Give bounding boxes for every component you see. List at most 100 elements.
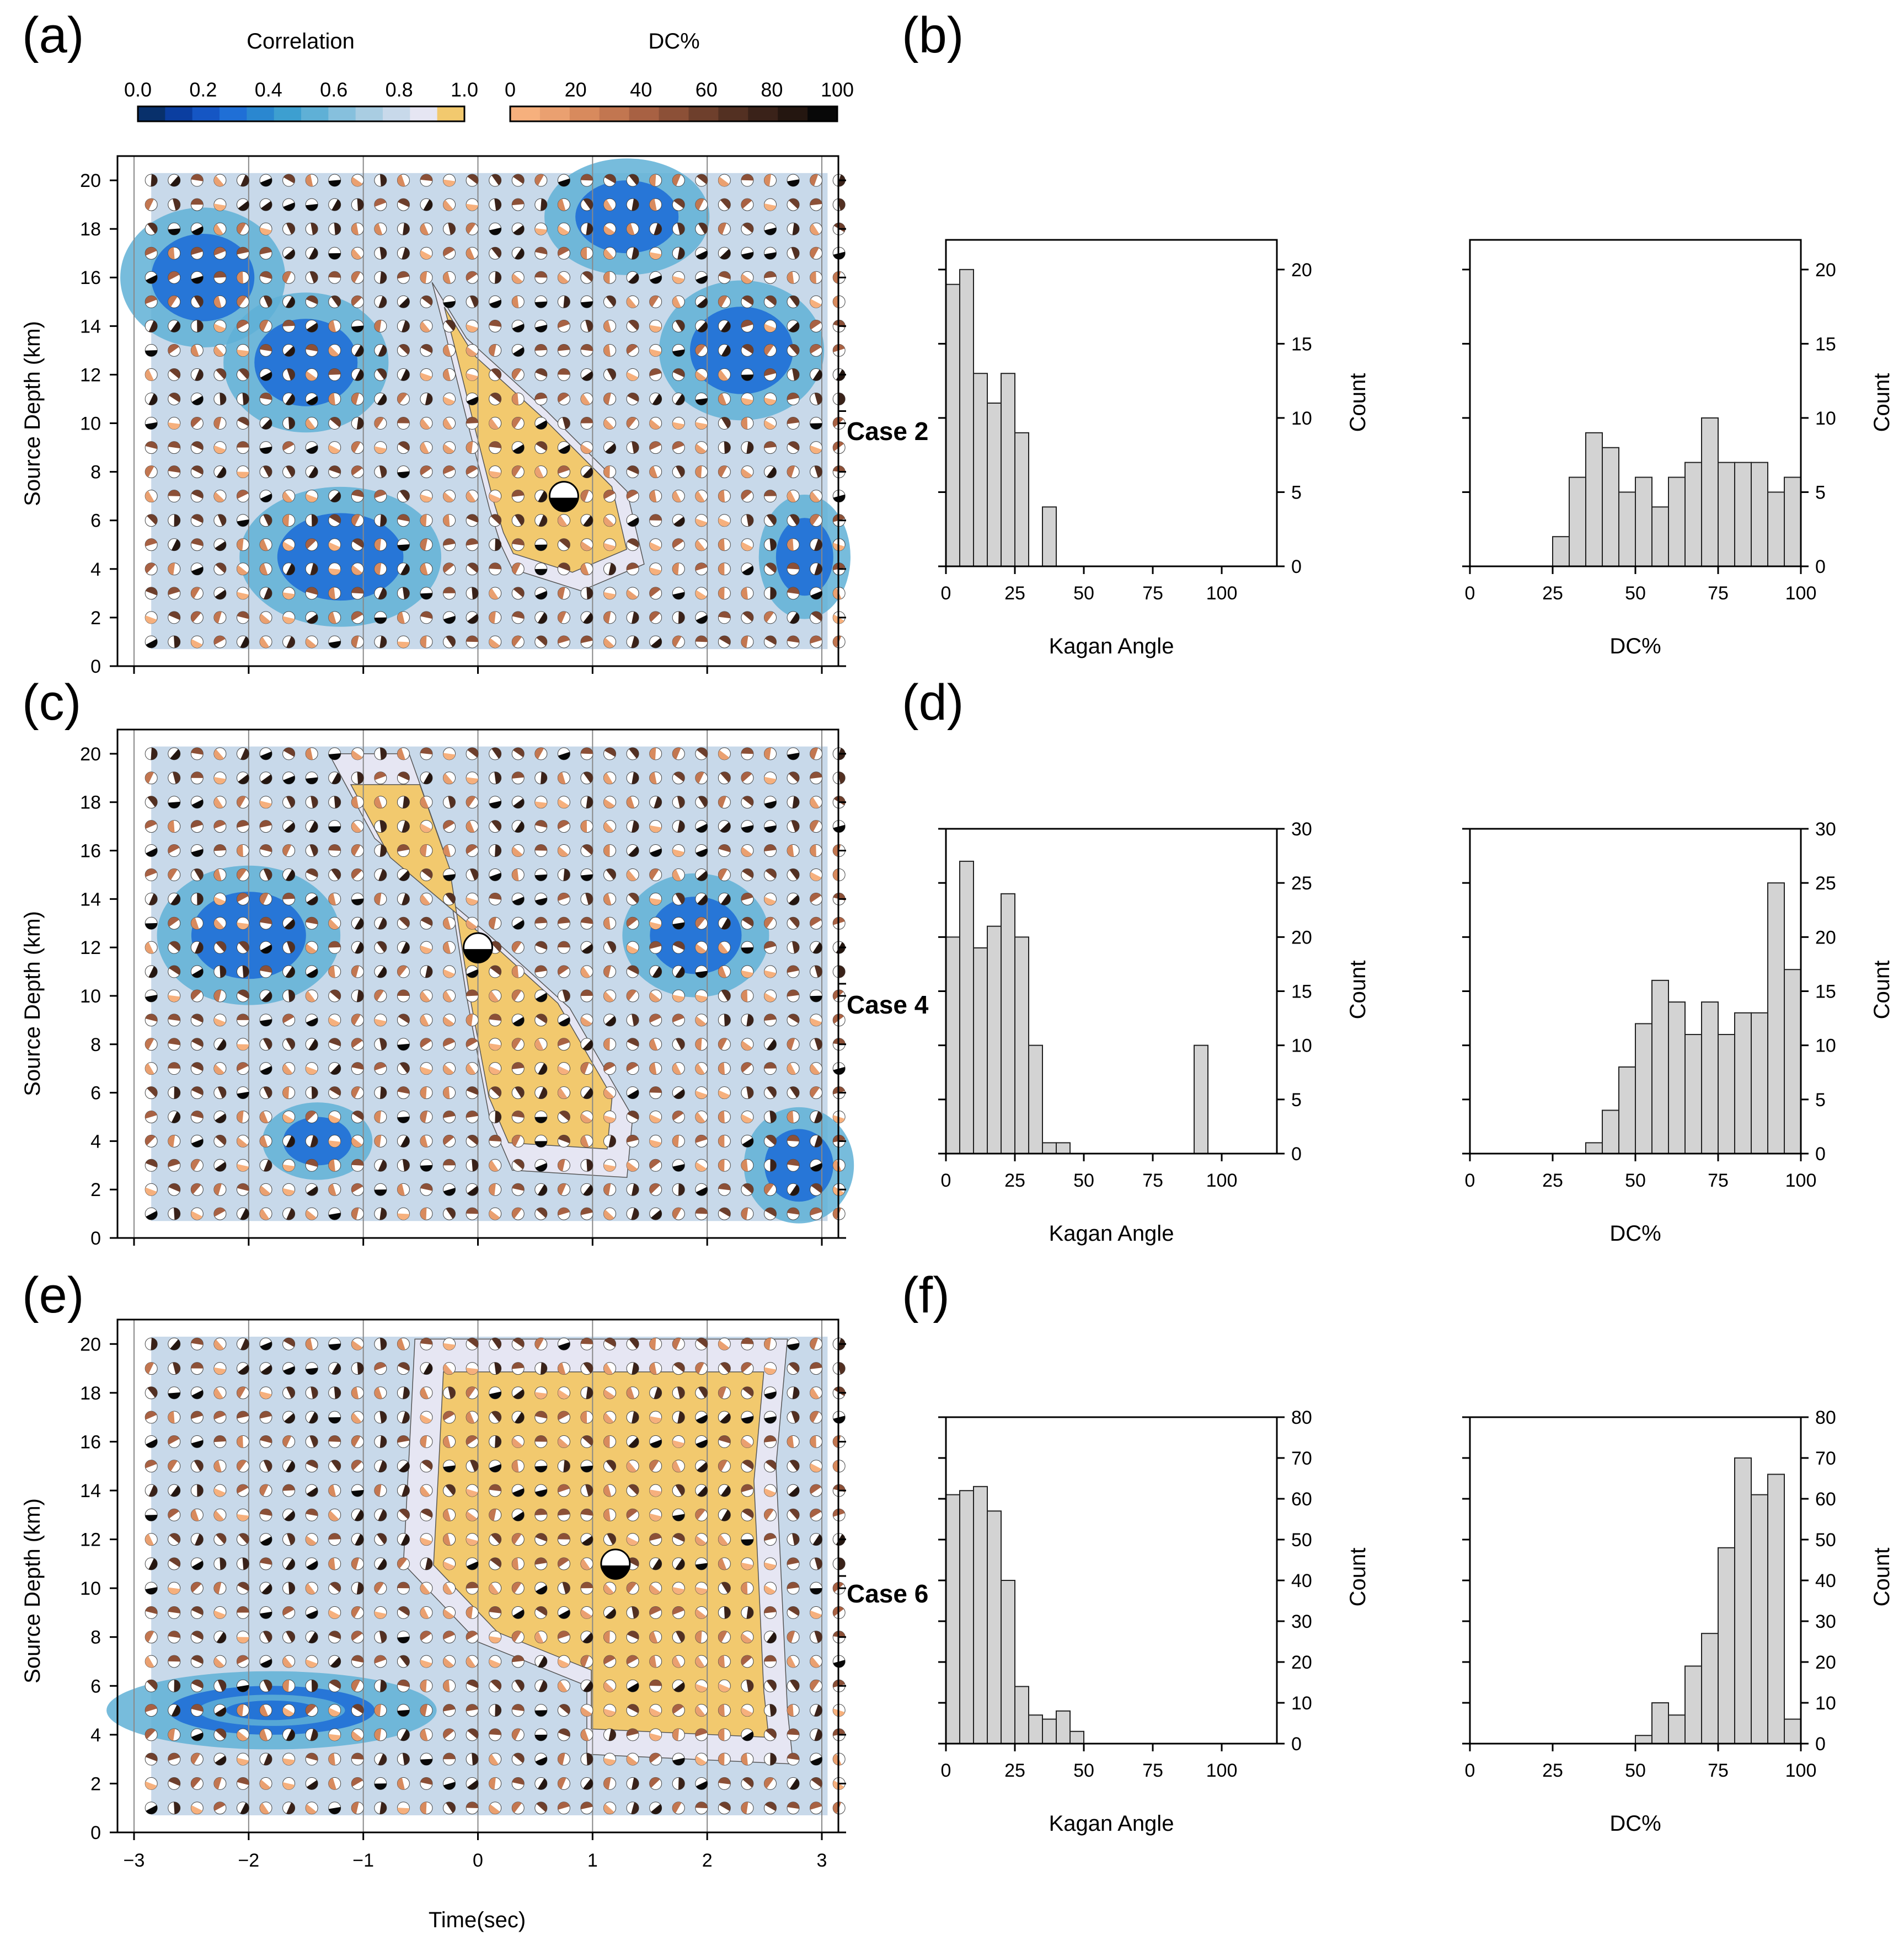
beachball-compression xyxy=(191,1561,204,1570)
beachball-compression xyxy=(672,1587,685,1595)
beachball-compression xyxy=(378,1460,387,1472)
beachball-compression xyxy=(741,320,753,328)
beachball-compression xyxy=(767,1680,777,1691)
beachball-compression xyxy=(789,296,800,307)
beachball-compression xyxy=(191,1390,204,1399)
y-tick-label: 50 xyxy=(1815,1530,1836,1551)
histogram-bar xyxy=(1684,462,1702,567)
y-tick-label: 20 xyxy=(1291,927,1312,948)
histogram-bar xyxy=(973,947,988,1154)
beachball-compression xyxy=(379,271,387,284)
beachball-compression xyxy=(420,1486,430,1497)
y-tick-label: 10 xyxy=(80,986,101,1007)
histogram-bar xyxy=(1552,536,1570,567)
beachball-compression xyxy=(466,271,478,281)
beachball-compression xyxy=(402,1159,410,1172)
beachball-compression xyxy=(838,393,846,405)
y-tick-label: 20 xyxy=(1815,1652,1836,1673)
beachball-compression xyxy=(306,1704,317,1715)
beachball-compression xyxy=(328,1159,335,1172)
beachball-compression xyxy=(695,1563,708,1570)
beachball-compression xyxy=(787,1753,800,1760)
beachball-compression xyxy=(191,1139,204,1148)
beachball-compression xyxy=(654,1387,662,1399)
beachball-compression xyxy=(810,1680,820,1691)
beachball-compression xyxy=(168,1777,180,1786)
beachball-compression xyxy=(651,637,662,648)
beachball-compression xyxy=(677,820,685,833)
beachball-compression xyxy=(696,615,708,624)
beachball-compression xyxy=(306,344,318,352)
beachball-compression xyxy=(306,323,318,333)
beachball-compression xyxy=(718,1558,727,1570)
beachball-compression xyxy=(580,1729,589,1741)
beachball-compression xyxy=(649,1631,658,1643)
beachball-compression xyxy=(580,1609,592,1619)
y-tick-label: 60 xyxy=(1291,1489,1312,1510)
beachball-compression xyxy=(676,1038,685,1050)
beachball-compression xyxy=(306,494,318,502)
beachball-compression xyxy=(742,611,753,622)
beachball-compression xyxy=(764,1562,777,1570)
beachball-compression xyxy=(374,1582,384,1594)
beachball-compression xyxy=(627,297,637,308)
beachball-compression xyxy=(472,1753,479,1766)
beachball-compression xyxy=(718,538,725,551)
beachball-compression xyxy=(213,1411,226,1420)
beachball-compression xyxy=(695,1063,705,1075)
beachball-compression xyxy=(765,296,777,306)
beachball-compression xyxy=(191,1086,204,1096)
beachball-compression xyxy=(627,1682,639,1692)
beachball-compression xyxy=(284,919,295,930)
beachball-compression xyxy=(697,1462,708,1472)
beachball-compression xyxy=(284,747,295,757)
beachball-compression xyxy=(787,1557,799,1565)
beachball-compression xyxy=(649,1086,662,1093)
beachball-compression xyxy=(443,396,455,405)
beachball-compression xyxy=(678,1183,685,1196)
beachball-compression xyxy=(672,349,685,357)
beachball-compression xyxy=(308,1412,318,1424)
beachball-compression xyxy=(400,942,410,954)
beachball-compression xyxy=(787,562,800,570)
beachball-compression xyxy=(421,1460,432,1470)
colorbar-correlation-segment xyxy=(165,106,193,121)
beachball-compression xyxy=(787,1435,794,1448)
beachball-compression xyxy=(145,771,154,784)
y-tick-label: 10 xyxy=(1291,1036,1312,1057)
beachball-compression xyxy=(673,1533,685,1542)
y-tick-label: 5 xyxy=(1291,1090,1302,1111)
beachball-compression xyxy=(787,1111,794,1123)
beachball-compression xyxy=(286,563,295,575)
beachball-compression xyxy=(145,1038,154,1050)
beachball-compression xyxy=(512,966,519,978)
beachball-compression xyxy=(495,271,501,284)
beachball-compression xyxy=(237,1484,249,1494)
beachball-compression xyxy=(631,1183,639,1196)
beachball-compression xyxy=(174,1680,180,1692)
beachball-compression xyxy=(420,1631,432,1641)
beachball-compression xyxy=(378,345,387,357)
beachball-compression xyxy=(696,1187,708,1196)
beachball-compression xyxy=(764,1062,777,1069)
beachball-compression xyxy=(466,514,479,523)
beachball-compression xyxy=(672,562,680,575)
beachball-compression xyxy=(284,1510,295,1521)
beachball-compression xyxy=(420,1704,428,1717)
colorbar-dc-segment xyxy=(569,106,600,121)
colorbar-dc-tick-label: 0 xyxy=(505,78,516,101)
beachball-compression xyxy=(466,1631,478,1641)
beachball-compression xyxy=(378,1754,387,1766)
beachball-compression xyxy=(420,1038,432,1048)
beachball-compression xyxy=(261,419,272,430)
beachball-compression xyxy=(168,801,180,808)
beachball-compression xyxy=(397,641,410,648)
beachball-compression xyxy=(672,276,684,284)
beachball-compression xyxy=(810,1588,822,1595)
beachball-compression xyxy=(489,611,496,624)
beachball-compression xyxy=(260,844,272,853)
beachball-compression xyxy=(558,798,569,808)
beachball-compression xyxy=(374,1783,387,1790)
beachball-compression xyxy=(443,418,453,430)
beachball-compression xyxy=(512,611,525,619)
